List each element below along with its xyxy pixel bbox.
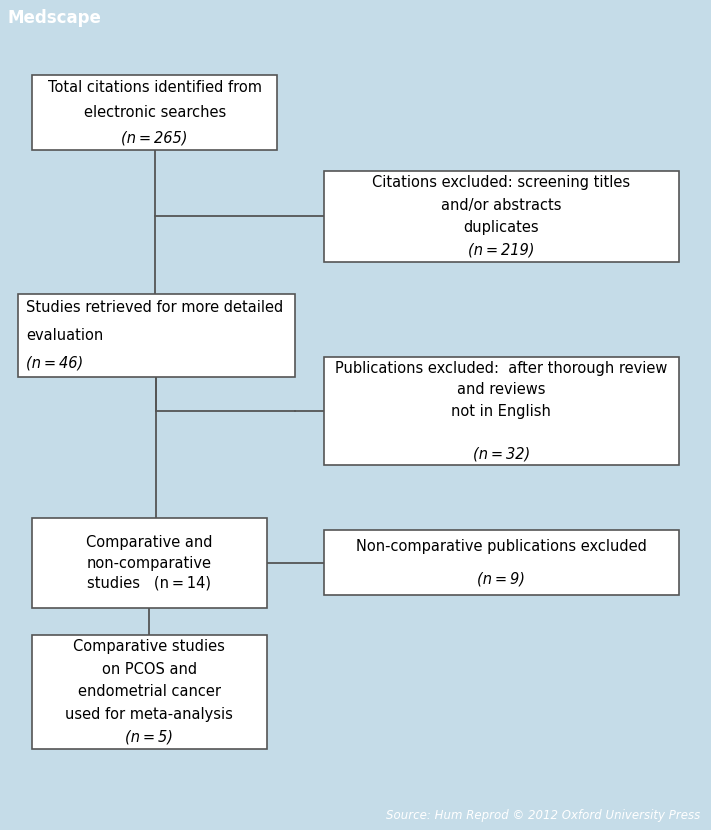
Text: (n = 265): (n = 265): [122, 130, 188, 145]
Text: Source: Hum Reprod © 2012 Oxford University Press: Source: Hum Reprod © 2012 Oxford Univers…: [386, 809, 700, 823]
Text: Non-comparative publications excluded: Non-comparative publications excluded: [356, 539, 647, 554]
Bar: [324, 530, 679, 595]
Text: electronic searches: electronic searches: [83, 105, 226, 120]
Text: endometrial cancer: endometrial cancer: [77, 685, 221, 700]
Text: used for meta-analysis: used for meta-analysis: [65, 707, 233, 722]
Text: (n = 219): (n = 219): [468, 243, 535, 258]
Text: Comparative and
non-comparative
studies   (n = 14): Comparative and non-comparative studies …: [86, 535, 213, 591]
Bar: [324, 358, 679, 465]
Text: (n = 9): (n = 9): [477, 571, 525, 587]
Text: Citations excluded: screening titles: Citations excluded: screening titles: [372, 175, 631, 190]
Bar: [32, 518, 267, 608]
Bar: [32, 635, 267, 749]
Text: not in English: not in English: [451, 403, 551, 418]
Text: duplicates: duplicates: [464, 220, 539, 235]
Text: and/or abstracts: and/or abstracts: [441, 198, 562, 212]
Bar: [18, 294, 295, 377]
Text: Studies retrieved for more detailed: Studies retrieved for more detailed: [26, 300, 284, 315]
Bar: [32, 76, 277, 150]
Text: Medscape: Medscape: [7, 9, 101, 27]
Text: on PCOS and: on PCOS and: [102, 662, 197, 676]
Text: Total citations identified from: Total citations identified from: [48, 81, 262, 95]
Text: and reviews: and reviews: [457, 382, 545, 398]
Text: Publications excluded:  after thorough review: Publications excluded: after thorough re…: [335, 361, 668, 376]
Text: evaluation: evaluation: [26, 328, 104, 343]
Text: (n = 32): (n = 32): [473, 447, 530, 461]
Text: (n = 46): (n = 46): [26, 355, 84, 370]
Bar: [324, 171, 679, 261]
Text: (n = 5): (n = 5): [125, 730, 173, 745]
Text: Comparative studies: Comparative studies: [73, 639, 225, 654]
